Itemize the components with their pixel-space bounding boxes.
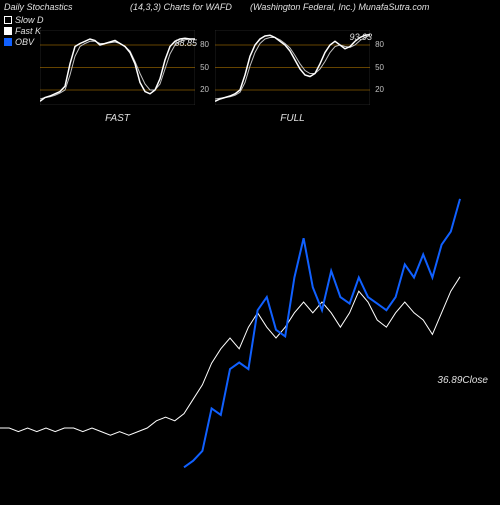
legend-box-icon (4, 16, 12, 24)
legend-box-icon (4, 27, 12, 35)
title-text: Daily Stochastics (4, 2, 73, 12)
axis-80: 80 (200, 40, 209, 49)
full-chart-svg (215, 30, 370, 105)
legend-fast-k: Fast K (4, 25, 44, 36)
axis-50: 50 (375, 63, 384, 72)
fast-chart-svg (40, 30, 195, 105)
mini-chart-fast: 88.85 80 50 20 FAST (40, 30, 195, 124)
fast-value: 88.85 (174, 38, 197, 48)
axis-50: 50 (200, 63, 209, 72)
main-chart (0, 140, 500, 500)
axis-20: 20 (375, 85, 384, 94)
legend-obv: OBV (4, 36, 44, 47)
legend-slow-d: Slow D (4, 14, 44, 25)
company-text: (Washington Federal, Inc.) MunafaSutra.c… (250, 2, 429, 12)
fast-label: FAST (40, 113, 195, 124)
mini-charts-row: 88.85 80 50 20 FAST 93.93 80 50 20 FULL (40, 30, 370, 124)
mini-chart-full: 93.93 80 50 20 FULL (215, 30, 370, 124)
legend-label: OBV (15, 37, 34, 47)
axis-80: 80 (375, 40, 384, 49)
full-value: 93.93 (349, 32, 372, 42)
legend-box-icon (4, 38, 12, 46)
legend-label: Slow D (15, 15, 44, 25)
params-text: (14,3,3) Charts for WAFD (130, 2, 232, 12)
legend-label: Fast K (15, 26, 41, 36)
axis-20: 20 (200, 85, 209, 94)
close-label: 36.89Close (437, 375, 488, 386)
legend: Slow D Fast K OBV (4, 14, 44, 47)
main-chart-svg (0, 140, 500, 500)
full-label: FULL (215, 113, 370, 124)
